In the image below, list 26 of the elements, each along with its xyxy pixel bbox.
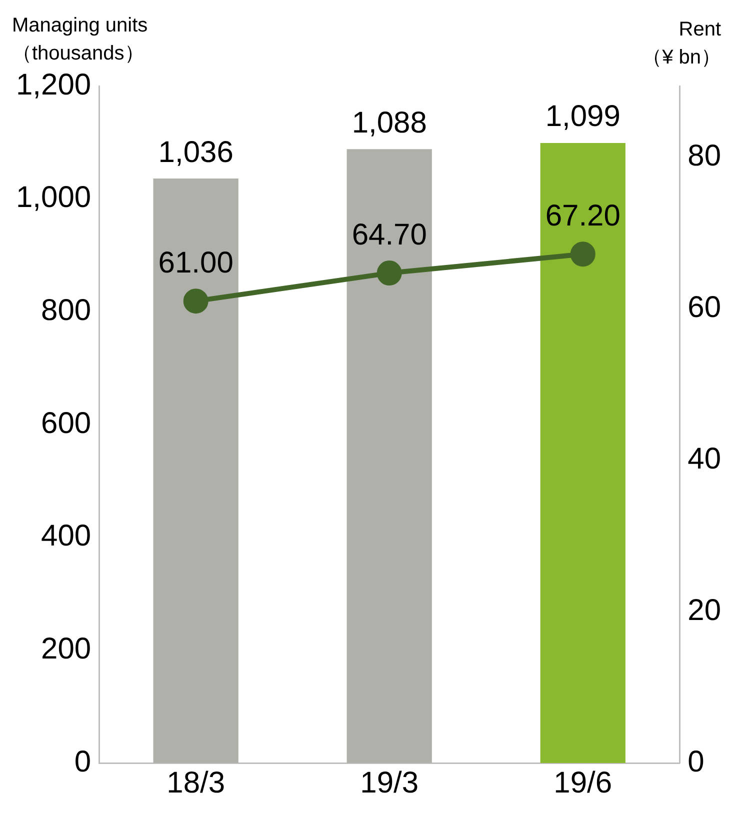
y-tick-label: 600: [41, 406, 92, 440]
data-label: 1,099: [545, 100, 620, 134]
data-label: 64.70: [352, 218, 427, 252]
data-label: 1,088: [352, 106, 427, 140]
y-tick-label: 400: [41, 520, 92, 553]
y2-tick-label: 0: [688, 745, 704, 778]
y2-tick-label: 80: [688, 139, 722, 172]
data-label: 1,036: [158, 136, 234, 169]
data-label: 61.00: [158, 246, 234, 280]
x-tick-label: 19/3: [360, 766, 419, 800]
point: [376, 260, 402, 286]
y-axis-title: Managing units （thousands）: [12, 14, 148, 65]
x-tick-label: 18/3: [166, 766, 226, 800]
x-tick-label: 19/6: [554, 766, 612, 800]
data-label: 67.20: [545, 199, 620, 232]
y-tick-label: 0: [74, 745, 92, 778]
y-tick-label: 1,200: [16, 68, 92, 102]
y-tick-label: 200: [41, 632, 92, 666]
point: [183, 288, 208, 314]
y-tick-label: 1,000: [16, 181, 92, 214]
y2-tick-label: 20: [688, 594, 722, 627]
point: [570, 242, 596, 267]
y2-tick-label: 60: [688, 290, 722, 324]
y-tick-label: 800: [41, 294, 92, 327]
y2-tick-label: 40: [688, 442, 722, 476]
y2-axis-title: Rent （¥ bn）: [642, 18, 722, 69]
